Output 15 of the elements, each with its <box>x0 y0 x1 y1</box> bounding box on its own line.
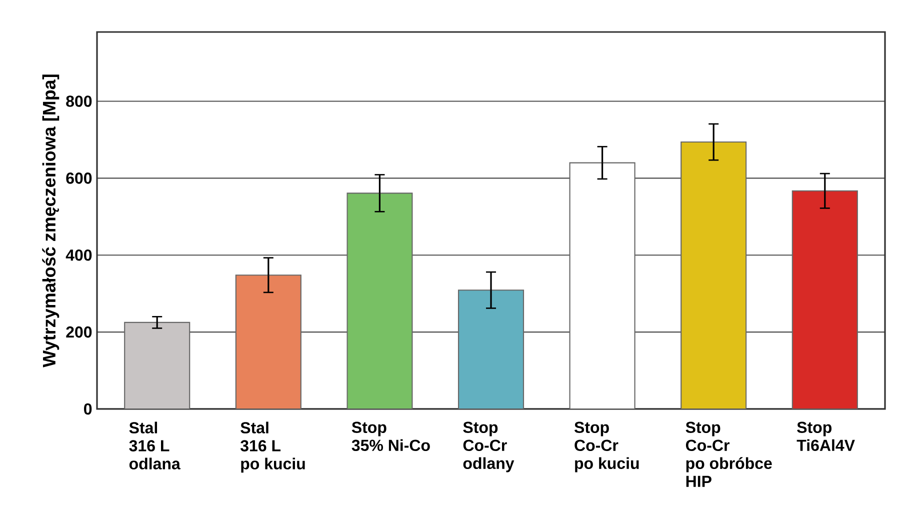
y-tick-label: 800 <box>66 96 92 107</box>
y-axis-title: Wytrzymałość zmęczeniowa [Mpa] <box>42 74 60 368</box>
x-tick-label: Stop Co-Cr odlany <box>463 422 514 472</box>
x-tick-label: Stop Co-Cr po obróbce HIP <box>686 422 772 487</box>
x-tick-label: Stal 316 L po kuciu <box>240 422 305 473</box>
bar <box>569 162 636 409</box>
x-tick-label: Stal 316 L odlana <box>129 422 180 470</box>
y-tick-label: 400 <box>66 249 92 261</box>
y-tick-label: 200 <box>66 326 92 338</box>
bar <box>458 290 524 409</box>
x-tick-label: Stop 35% Ni-Co <box>352 422 430 452</box>
y-tick-label: 600 <box>66 172 92 184</box>
x-tick-label: Stop Ti6Al4V <box>796 422 855 452</box>
x-tick-label: Stop Co-Cr po kuciu <box>574 422 639 472</box>
y-tick-label: 0 <box>84 403 92 415</box>
